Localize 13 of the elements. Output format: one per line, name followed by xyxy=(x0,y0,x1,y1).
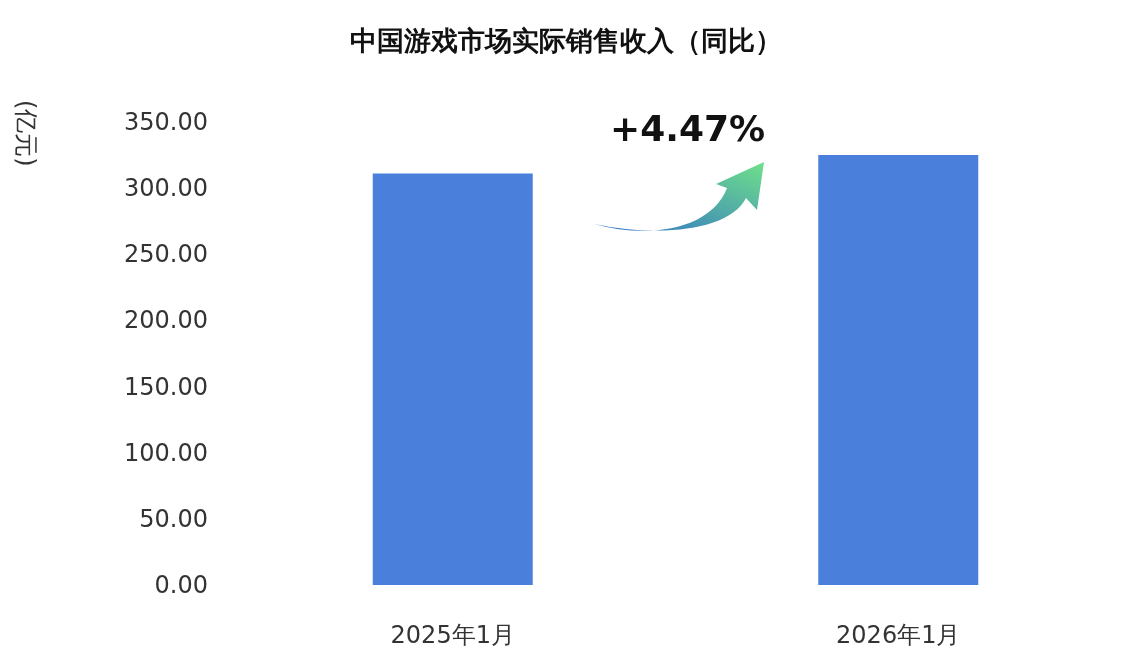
y-tick-label: 200.00 xyxy=(124,306,208,335)
x-tick-label: 2026年1月 xyxy=(836,621,961,649)
y-tick-label: 50.00 xyxy=(139,504,208,533)
annotation: +4.47% xyxy=(610,107,766,149)
y-tick-label: 300.00 xyxy=(124,174,208,203)
y-tick-label: 350.00 xyxy=(124,108,208,136)
y-tick-label: 0.00 xyxy=(154,571,208,599)
y-tick-label: 100.00 xyxy=(124,438,208,467)
x-tick-label: 2025年1月 xyxy=(390,621,515,649)
y-axis-title: (亿元) xyxy=(12,100,40,167)
y-tick-label: 150.00 xyxy=(124,372,208,401)
chart-title: 中国游戏市场实际销售收入（同比） xyxy=(349,25,782,56)
y-tick-label: 250.00 xyxy=(124,240,208,269)
